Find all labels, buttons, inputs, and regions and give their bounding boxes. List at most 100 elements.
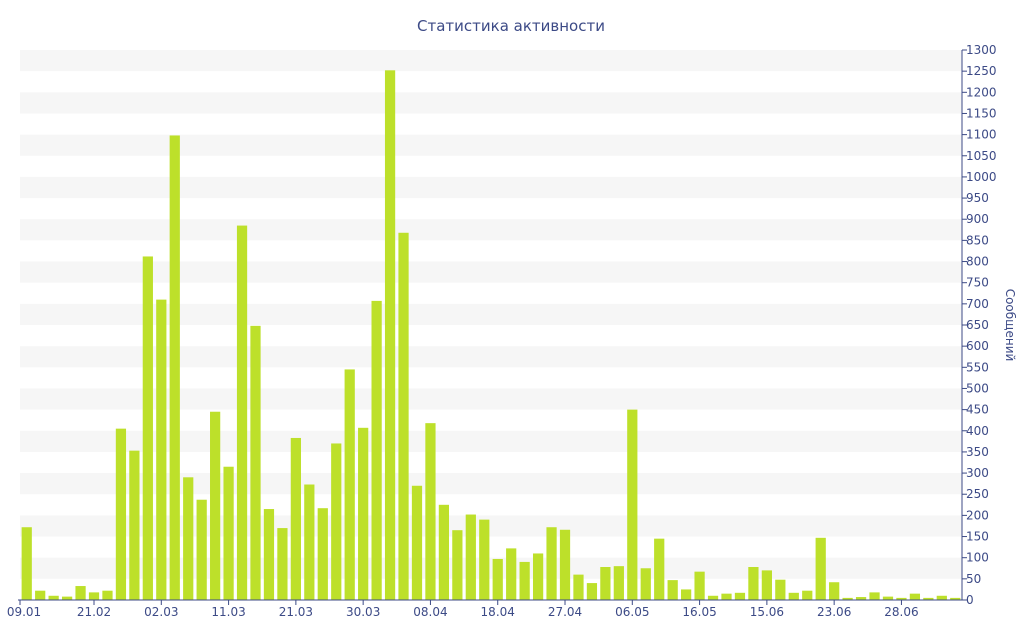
x-tick-label: 28.06 (884, 605, 918, 619)
bar (210, 411, 221, 600)
grid-band (20, 92, 962, 114)
bar (694, 571, 705, 600)
y-tick-label: 1150 (966, 106, 997, 120)
chart-title: Статистика активности (417, 17, 605, 35)
y-tick-label: 0 (966, 593, 974, 607)
bar (896, 597, 907, 600)
y-tick-label: 300 (966, 466, 989, 480)
bar (802, 590, 813, 600)
x-tick-label: 16.05 (682, 605, 716, 619)
grid-band (20, 219, 962, 241)
bar (734, 592, 746, 600)
x-tick-label: 30.03 (346, 605, 380, 619)
bar (707, 595, 719, 600)
bar (142, 256, 153, 600)
grid-band (20, 303, 962, 325)
bar (425, 423, 436, 600)
bar (479, 519, 490, 600)
y-tick-label: 400 (966, 424, 989, 438)
bar (573, 574, 584, 600)
y-tick-label: 1050 (966, 149, 997, 163)
bar (411, 485, 423, 600)
bar (156, 299, 167, 600)
bar (721, 593, 732, 600)
bar (115, 428, 127, 600)
bar (761, 570, 772, 600)
bar (331, 443, 342, 600)
x-axis: 09.01 21.02 02.03 11.03 21.03 30.03 08.04 18.04… (7, 599, 962, 619)
y-tick-label: 800 (966, 255, 989, 269)
bar (223, 466, 234, 600)
x-tick-label: 08.04 (413, 605, 447, 619)
grid-band (20, 134, 962, 156)
bar (344, 369, 355, 600)
bar (21, 527, 32, 600)
bar (748, 567, 759, 600)
y-tick-label: 700 (966, 297, 989, 311)
bar (384, 70, 396, 601)
y-axis: 0 50 100 150 200 250 300 350 400 450 500 550 600 650 7… (961, 43, 997, 607)
bar (546, 527, 557, 600)
bar (586, 583, 598, 600)
y-tick-label: 450 (966, 403, 989, 417)
bar (855, 597, 867, 600)
bars-group (21, 70, 961, 601)
y-tick-label: 850 (966, 233, 989, 247)
bar (317, 508, 328, 600)
bar (909, 593, 921, 600)
y-tick-label: 650 (966, 318, 989, 332)
x-tick-label: 27.04 (548, 605, 582, 619)
bar (358, 427, 369, 600)
y-tick-label: 900 (966, 212, 989, 226)
bar (869, 592, 880, 600)
bar (815, 537, 826, 600)
bar (627, 409, 638, 600)
y-tick-label: 750 (966, 276, 989, 290)
bar (775, 579, 786, 600)
y-tick-label: 1100 (966, 128, 997, 142)
bar (169, 135, 180, 600)
bar (667, 580, 678, 600)
y-tick-label: 1250 (966, 64, 997, 78)
bar (519, 561, 530, 600)
bar (438, 504, 450, 600)
bar (600, 567, 611, 600)
bar (196, 499, 207, 600)
y-tick-label: 200 (966, 508, 989, 522)
y-axis-label: Сообщений (1003, 289, 1017, 362)
x-tick-label: 18.04 (481, 605, 515, 619)
x-tick-label: 11.03 (211, 605, 245, 619)
bar (882, 596, 894, 600)
bar (681, 589, 692, 600)
bar (923, 597, 934, 600)
y-tick-label: 100 (966, 551, 989, 565)
bar (75, 586, 86, 600)
grid-band (20, 50, 962, 72)
y-tick-label: 950 (966, 191, 989, 205)
bar (532, 553, 544, 600)
y-tick-label: 1000 (966, 170, 997, 184)
x-tick-label: 23.06 (817, 605, 851, 619)
bar (465, 514, 476, 600)
bar (371, 300, 382, 600)
bar (88, 592, 100, 600)
bar (559, 529, 571, 600)
bar (452, 530, 463, 600)
x-tick-label: 21.03 (279, 605, 313, 619)
bar (654, 538, 665, 600)
bar (263, 509, 275, 600)
bar (640, 568, 651, 600)
y-tick-label: 350 (966, 445, 989, 459)
bar (290, 437, 301, 600)
bar (129, 450, 140, 600)
bar (61, 596, 73, 600)
x-tick-label: 06.05 (615, 605, 649, 619)
y-tick-label: 1300 (966, 43, 997, 57)
bar (277, 528, 288, 600)
y-tick-label: 150 (966, 530, 989, 544)
bar (304, 484, 315, 600)
bar (236, 225, 248, 601)
y-tick-label: 250 (966, 487, 989, 501)
bar (492, 558, 503, 600)
